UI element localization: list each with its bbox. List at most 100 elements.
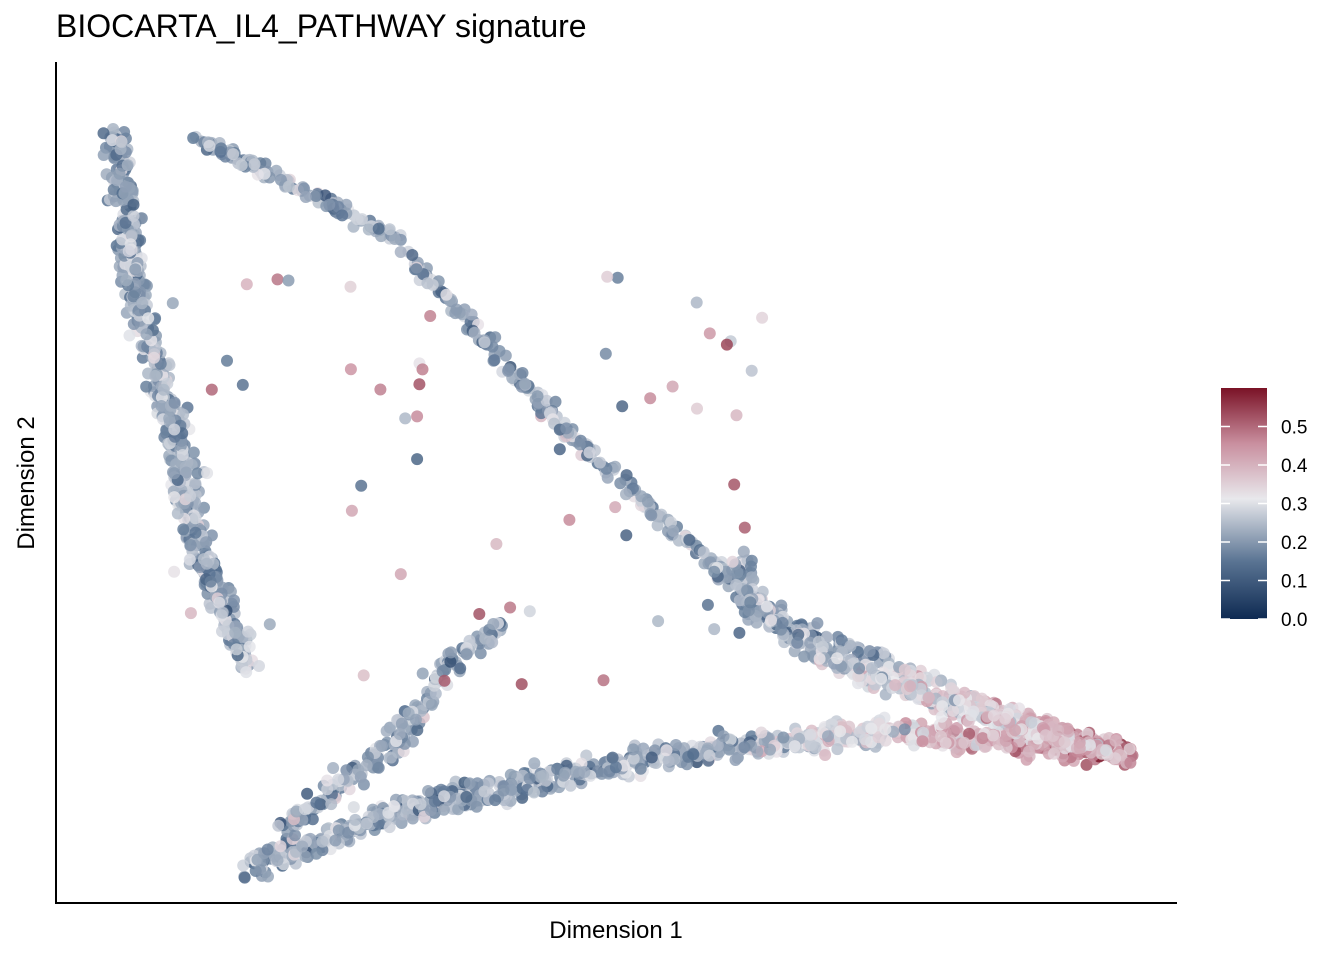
scatter-point: [106, 134, 119, 147]
scatter-point: [438, 790, 451, 803]
scatter-point: [489, 331, 502, 344]
scatter-point: [825, 718, 838, 731]
scatter-point: [687, 748, 700, 761]
scatter-point: [488, 354, 501, 367]
scatter-point: [215, 142, 228, 155]
scatter-point: [601, 471, 614, 484]
scatter-point: [560, 422, 573, 435]
scatter-point: [187, 132, 200, 144]
scatter-point: [321, 783, 334, 796]
scatter-point: [967, 705, 980, 718]
scatter-point: [620, 469, 633, 482]
scatter-point: [1083, 739, 1096, 752]
scatter-point: [410, 263, 423, 276]
scatter-point: [515, 678, 528, 691]
scatter-point: [258, 167, 271, 180]
scatter-point: [168, 423, 181, 436]
scatter-point: [129, 263, 142, 276]
scatter-point: [316, 835, 329, 848]
scatter-point: [486, 636, 499, 649]
scatter-point: [411, 453, 424, 466]
scatter-point: [332, 773, 345, 786]
scatter-point: [184, 607, 197, 620]
scatter-point: [669, 739, 682, 751]
scatter-point: [243, 640, 256, 653]
scatter-point: [227, 148, 240, 161]
scatter-point: [953, 694, 965, 707]
scatter-point: [641, 495, 654, 508]
scatter-point: [424, 310, 437, 322]
scatter-point: [394, 568, 407, 581]
scatter-point: [489, 794, 502, 807]
scatter-point: [299, 850, 312, 863]
scatter-point: [299, 191, 312, 203]
scatter-point: [213, 596, 226, 609]
scatter-point: [166, 297, 179, 310]
scatter-point: [327, 762, 340, 774]
scatter-point: [798, 650, 811, 663]
scatter-point: [478, 785, 491, 798]
scatter-point: [176, 449, 189, 461]
scatter-point: [240, 666, 253, 679]
scatter-point: [360, 759, 373, 772]
scatter-point: [611, 271, 624, 284]
scatter-point: [416, 363, 429, 376]
scatter-point: [121, 159, 134, 172]
scatter-point: [553, 443, 566, 456]
scatter-point: [822, 730, 834, 743]
scatter-point: [383, 821, 396, 834]
scatter-point: [201, 467, 214, 480]
scatter-point: [733, 626, 746, 639]
scatter-point: [627, 743, 640, 756]
scatter-point: [898, 723, 911, 736]
scatter-point: [1052, 724, 1065, 737]
scatter-point: [614, 477, 627, 490]
colorbar-tick-label: 0.5: [1281, 418, 1307, 439]
scatter-point: [708, 565, 721, 578]
scatter-point: [282, 274, 295, 287]
scatter-point: [791, 636, 804, 649]
scatter-point: [877, 647, 890, 660]
scatter-point: [1080, 758, 1093, 771]
scatter-point: [127, 290, 140, 303]
scatter-point: [1124, 756, 1137, 769]
scatter-point: [939, 737, 952, 749]
scatter-point: [240, 278, 253, 291]
scatter-point: [945, 682, 958, 695]
scatter-point: [879, 734, 892, 747]
scatter-point: [497, 784, 510, 797]
scatter-point: [831, 652, 844, 665]
scatter-point: [504, 601, 517, 614]
scatter-point: [999, 734, 1012, 747]
scatter-point: [325, 798, 338, 811]
scatter-point: [180, 466, 193, 479]
scatter-point: [329, 834, 342, 847]
scatter-point: [916, 735, 929, 748]
scatter-point: [504, 768, 517, 781]
scatter-point: [1022, 745, 1035, 758]
scatter-point: [200, 557, 213, 570]
scatter-point: [274, 840, 287, 853]
scatter-point: [382, 806, 395, 819]
scatter-point: [200, 536, 212, 549]
scatter-point: [898, 663, 911, 676]
scatter-point: [351, 213, 364, 226]
scatter-point: [620, 488, 632, 501]
scatter-point: [1100, 744, 1113, 757]
y-axis-title: Dimension 2: [13, 416, 40, 549]
scatter-point: [155, 400, 168, 412]
scatter-point: [703, 327, 716, 340]
scatter-point: [1039, 729, 1052, 742]
scatter-point: [865, 722, 878, 735]
scatter-point: [645, 509, 658, 522]
scatter-point: [163, 412, 176, 425]
scatter-point: [189, 526, 202, 539]
scatter-point: [540, 394, 553, 407]
scatter-point: [261, 843, 274, 856]
scatter-point: [730, 578, 743, 591]
scatter-point: [683, 533, 696, 546]
scatter-point: [487, 618, 500, 630]
scatter-point: [531, 390, 544, 403]
scatter-point: [355, 479, 368, 492]
